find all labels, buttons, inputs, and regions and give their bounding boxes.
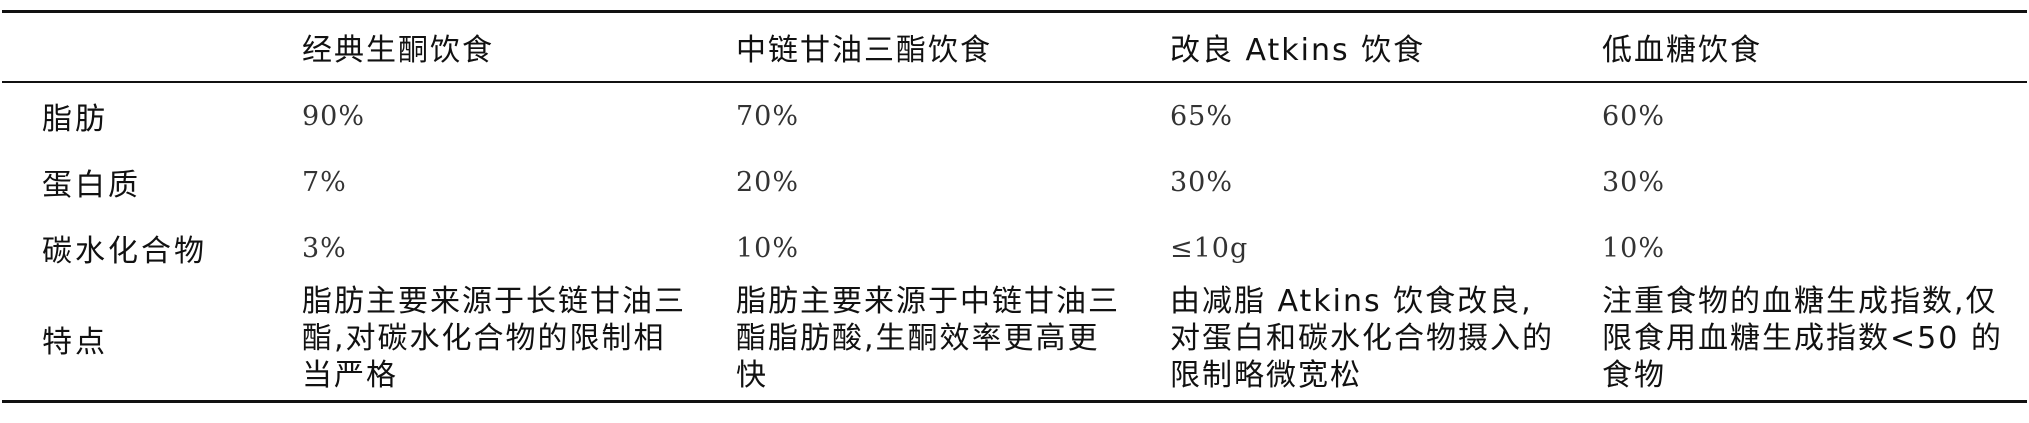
cell-fat-atkins: 65% — [1170, 100, 1234, 132]
header-classic-ketogenic: 经典生酮饮食 — [302, 33, 494, 68]
diet-comparison-table: 经典生酮饮食 中链甘油三酯饮食 改良 Atkins 饮食 低血糖饮食 脂肪 90… — [2, 10, 2027, 403]
table-row-fat: 脂肪 90% 70% 65% 60% — [2, 82, 2027, 149]
table-row-features: 特点 脂肪主要来源于长链甘油三酯,对碳水化合物的限制相当严格 脂肪主要来源于中链… — [2, 281, 2027, 402]
cell-features-mct: 脂肪主要来源于中链甘油三酯脂肪酸,生酮效率更高更快 — [736, 284, 1120, 393]
cell-carb-atkins: ≤10g — [1170, 232, 1249, 264]
header-modified-atkins: 改良 Atkins 饮食 — [1170, 33, 1426, 68]
cell-fat-mct: 70% — [736, 100, 800, 132]
cell-protein-classic: 7% — [302, 166, 347, 198]
header-mct-diet: 中链甘油三酯饮食 — [736, 33, 992, 68]
cell-protein-atkins: 30% — [1170, 166, 1234, 198]
cell-features-classic: 脂肪主要来源于长链甘油三酯,对碳水化合物的限制相当严格 — [302, 284, 686, 393]
cell-protein-mct: 20% — [736, 166, 800, 198]
cell-carb-classic: 3% — [302, 232, 347, 264]
row-label-fat: 脂肪 — [42, 102, 108, 137]
cell-features-low-glycemic: 注重食物的血糖生成指数,仅限食用血糖生成指数<50 的食物 — [1602, 284, 2003, 393]
cell-features-atkins: 由减脂 Atkins 饮食改良,对蛋白和碳水化合物摄入的限制略微宽松 — [1170, 284, 1554, 393]
header-empty-cell — [2, 12, 262, 83]
header-low-glycemic: 低血糖饮食 — [1602, 33, 1762, 68]
cell-fat-low-glycemic: 60% — [1602, 100, 1666, 132]
row-label-protein: 蛋白质 — [42, 168, 141, 203]
row-label-carbohydrate: 碳水化合物 — [42, 234, 207, 269]
table-row-carbohydrate: 碳水化合物 3% 10% ≤10g 10% — [2, 215, 2027, 281]
cell-carb-mct: 10% — [736, 232, 800, 264]
cell-carb-low-glycemic: 10% — [1602, 232, 1666, 264]
cell-fat-classic: 90% — [302, 100, 366, 132]
row-label-features: 特点 — [42, 324, 108, 360]
cell-protein-low-glycemic: 30% — [1602, 166, 1666, 198]
table-row-protein: 蛋白质 7% 20% 30% 30% — [2, 149, 2027, 215]
header-row: 经典生酮饮食 中链甘油三酯饮食 改良 Atkins 饮食 低血糖饮食 — [2, 11, 2027, 83]
